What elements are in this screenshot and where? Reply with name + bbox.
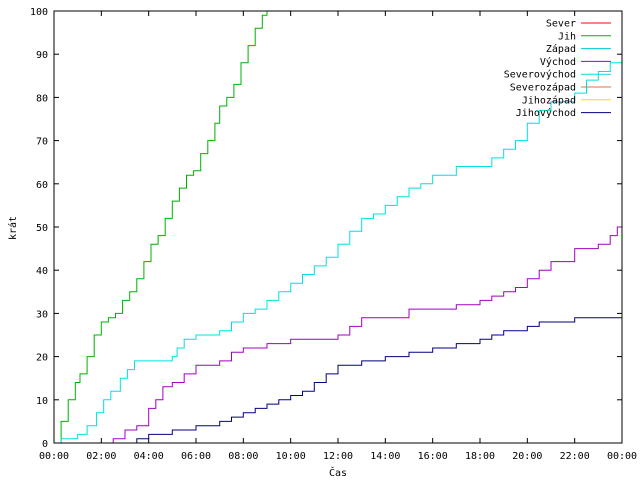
y-tick-label: 30 [36, 309, 48, 320]
y-tick-label: 50 [36, 223, 48, 234]
x-tick-label: 12:00 [323, 451, 353, 462]
x-tick-label: 22:00 [560, 451, 590, 462]
legend-label: Jihovýchod [516, 107, 576, 119]
x-tick-label: 00:00 [39, 451, 69, 462]
x-tick-label: 06:00 [181, 451, 211, 462]
series-line-jihovychod [54, 317, 622, 444]
x-axis-label: Čas [329, 466, 347, 479]
x-tick-label: 10:00 [276, 451, 306, 462]
x-tick-label: 20:00 [512, 451, 542, 462]
y-tick-label: 0 [42, 439, 48, 450]
series-line-vychod [54, 218, 623, 444]
x-tick-label: 18:00 [465, 451, 495, 462]
series-line-severovychod [54, 54, 623, 444]
y-tick-label: 60 [36, 180, 48, 191]
legend-label: Sever [546, 19, 576, 30]
legend-label: Severozápad [510, 82, 576, 94]
x-tick-label: 04:00 [134, 451, 164, 462]
legend-label: Severovýchod [504, 69, 576, 81]
legend-label: Jihozápad [522, 94, 576, 106]
x-tick-label: 16:00 [418, 451, 448, 462]
y-tick-label: 70 [36, 137, 48, 148]
plot-frame [53, 10, 623, 444]
x-tick-label: 00:00 [607, 451, 637, 462]
x-tick-label: 14:00 [370, 451, 400, 462]
legend-label: Západ [546, 43, 576, 55]
y-axis-label: krát [7, 216, 19, 240]
y-tick-label: 10 [36, 396, 48, 407]
series-line-jih [54, 11, 268, 444]
legend-label: Východ [540, 56, 576, 68]
x-tick-label: 08:00 [228, 451, 258, 462]
x-tick-label: 02:00 [86, 451, 116, 462]
legend-label: Jih [558, 31, 576, 42]
y-tick-label: 90 [36, 50, 48, 61]
axes-layer: 00:00 02:00 04:00 06:00 08:00 10:00 12:00 14:00… [30, 7, 637, 462]
y-tick-label: 20 [36, 353, 48, 364]
y-tick-label: 80 [36, 93, 48, 104]
legend: SeverJihZápadVýchodSeverovýchodSeverozáp… [504, 19, 611, 119]
y-tick-label: 40 [36, 266, 48, 277]
series-layer [54, 11, 623, 444]
y-tick-label: 100 [30, 7, 48, 18]
